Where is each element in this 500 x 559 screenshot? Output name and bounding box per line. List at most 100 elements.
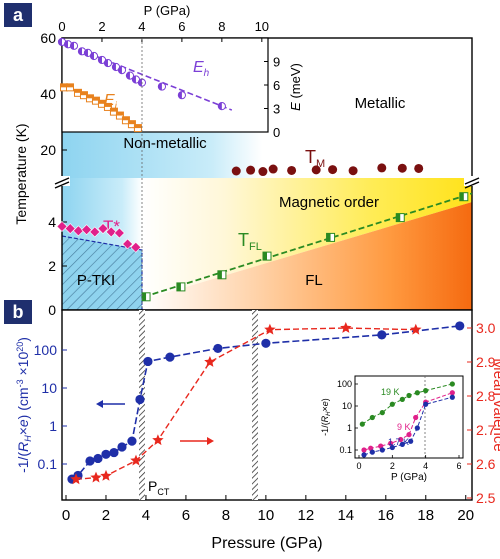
inset-b-x-tick-label: 2 [390,461,395,471]
inset-b-point-9K [398,436,404,443]
panel-b-label: b [13,302,24,322]
inset-b-point-9K [406,432,412,438]
valence-point [100,469,112,481]
y-tick-label: 20 [40,142,56,158]
inset-a-x-tick-label: 4 [138,19,145,34]
b-y-right-tick-label: 2.6 [476,456,496,472]
inset-b-point-1.7K [379,447,385,453]
inset-a-x-tick-label: 10 [255,19,269,34]
inset-b-point-19K [423,388,429,394]
y-tick-label: 0 [48,302,56,318]
inset-b-x-tick-label: 4 [423,461,428,471]
inset-b-point-19K [369,414,375,421]
label-non-metallic: Non-metallic [123,135,207,152]
eh-point-half [98,56,102,64]
panel-b-inset: 0 2 4 6 0.1 1 10 100 P (GPa) -1/(RH×e) 19 K 9 … [320,375,464,483]
ei-point-half [122,116,130,121]
inset-b-x-tick-label: 6 [456,461,461,471]
rh-point [93,453,103,464]
tstar-point [72,225,84,237]
inset-b-y-ticks: 0.1 1 10 100 [337,379,358,455]
inset-b-point-1.7K [449,394,455,400]
inset-a-y-tick-label: 9 [273,55,280,70]
panel-b-ylabel-left: -1/(RH×e) (cm-3 ×1020) [15,337,33,473]
valence-point [340,322,352,333]
y-tick-label: 40 [40,86,56,102]
tstar-point [105,226,117,238]
ei-point-half [66,83,74,88]
region-nonmetallic-bg [62,132,262,178]
inset-b-point-19K [389,401,395,407]
rh-point [127,436,137,446]
b-y-left-tick-label: 100 [34,342,58,358]
axis-break-marks [54,176,480,189]
inset-b-label-9k: 9 K [397,422,411,432]
eh-point-half [104,59,108,67]
tfl-point-half [263,252,267,261]
rh-point [135,394,145,405]
tm-point [287,165,297,175]
inset-b-series [359,381,455,458]
inset-a-y-tick-label: 6 [273,78,280,93]
pct-band-4gpa [139,310,145,500]
b-x-tick-label: 20 [457,507,474,524]
tstar-point [122,238,134,250]
b-y-right-tick-label: 3.0 [476,320,496,336]
inset-b-point-1.7K [369,449,375,455]
ei-point-half [110,108,118,112]
tm-series [231,163,424,177]
label-metallic: Metallic [355,95,406,112]
inset-b-point-19K [414,390,420,396]
inset-a-y-tick-label: 0 [273,125,280,140]
y-tick-label: 60 [40,30,56,46]
inset-a-x-tick-label: 8 [218,19,225,34]
valence-point [204,356,216,367]
b-x-tick-label: 6 [182,507,190,524]
inset-b-point-1.7K [414,425,420,431]
tfl-fit-line [143,192,473,298]
ei-point-half [134,124,142,129]
eh-point-half [138,79,142,87]
b-x-tick-label: 12 [298,507,315,524]
eh-point-half [158,82,162,91]
label-tm: TM [305,147,325,170]
inset-b-label-19k: 19 K [381,387,400,397]
inset-b-point-9K [388,440,394,446]
label-tfl: TFL [238,230,262,253]
eh-point-half [84,49,88,57]
tfl-point-half [326,233,331,242]
ei-point-half [60,83,68,88]
tstar-point [64,223,76,235]
inset-a-y-ticks: 0 3 6 9 [264,55,280,140]
valence-point [130,454,142,466]
inset-b-point-19K [449,381,455,387]
inset-b-x-ticks: 0 2 4 6 [356,455,462,471]
tfl-point-half [396,213,401,222]
rh-point [213,343,223,354]
ei-point-half [116,112,124,116]
inset-b-y-tick-label: 1 [347,423,352,433]
valence-point [90,471,102,483]
valence-point [152,434,164,446]
b-x-tick-label: 16 [377,507,394,524]
inset-b-point-1.7K [399,441,405,447]
inset-a-x-tick-label: 0 [58,19,65,34]
inset-b-point-1.7K [389,444,395,451]
ei-point-half [92,97,100,101]
b-x-tick-label: 4 [142,507,150,524]
inset-b-point-9K [361,447,367,453]
panel-a-inset: 0 2 4 6 8 10 0 3 6 9 P (GPa) E (meV) Eh Ei [57,3,303,140]
arrow-right-axis [180,437,214,445]
tstar-point [113,227,125,239]
eh-point-half [70,42,74,50]
arrow-left-axis [96,400,125,408]
eh-point-half [78,47,82,55]
tm-point [397,163,407,173]
rh-point [165,352,175,362]
inset-a-xlabel: P (GPa) [144,3,191,18]
inset-b-point-9K [449,390,455,396]
tm-point [414,163,424,173]
region-magnetic-bg [142,178,472,300]
